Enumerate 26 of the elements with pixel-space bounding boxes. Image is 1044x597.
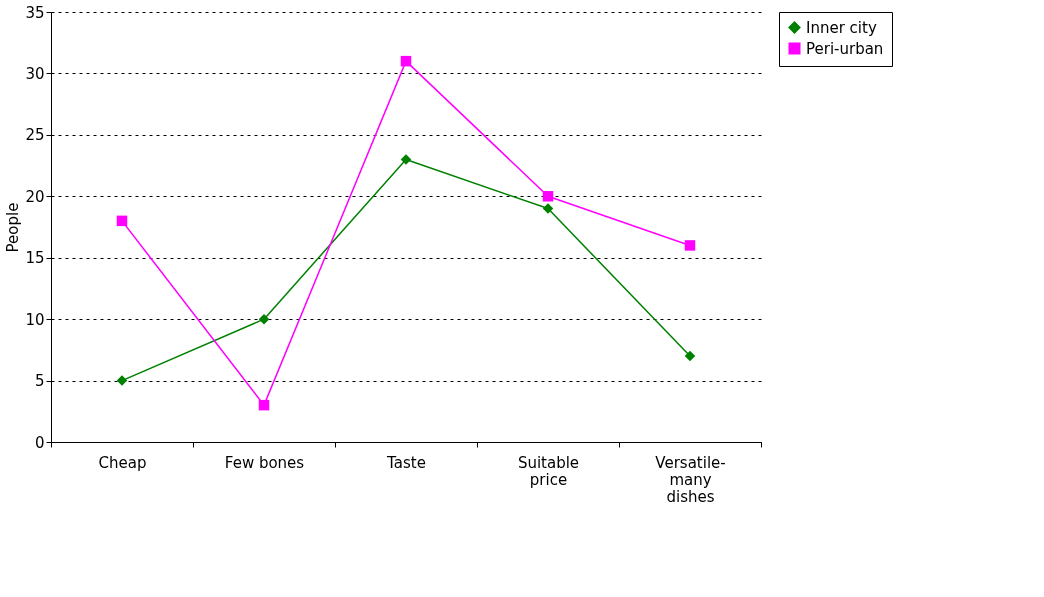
y-tick-label: 0 [34, 433, 45, 452]
y-axis-title: People [4, 202, 23, 253]
y-tick-label: 20 [25, 187, 45, 206]
x-tick-label: Suitable price [517, 453, 580, 489]
x-tick-label: Few bones [224, 453, 305, 472]
point [116, 375, 128, 386]
y-tick-label: 30 [25, 64, 45, 83]
point [542, 203, 554, 214]
x-tick-label: Versatile-many dishes [655, 453, 726, 506]
y-tick-label: 10 [25, 310, 45, 329]
y-tick-label: 15 [25, 249, 45, 268]
point [684, 240, 696, 251]
x-tick-label: Taste [386, 453, 426, 472]
y-tick-label: 35 [25, 3, 45, 22]
y-tick-label: 5 [34, 372, 45, 391]
legend-label: Peri-urban [806, 39, 884, 58]
x-tick-label: Cheap [98, 453, 147, 472]
point [258, 399, 270, 411]
point [684, 350, 696, 362]
point [116, 215, 128, 227]
point [400, 55, 412, 67]
point [400, 154, 412, 165]
legend-label: Inner city [806, 18, 877, 37]
point [258, 313, 270, 325]
point [542, 191, 554, 202]
y-tick-label: 25 [25, 126, 45, 145]
